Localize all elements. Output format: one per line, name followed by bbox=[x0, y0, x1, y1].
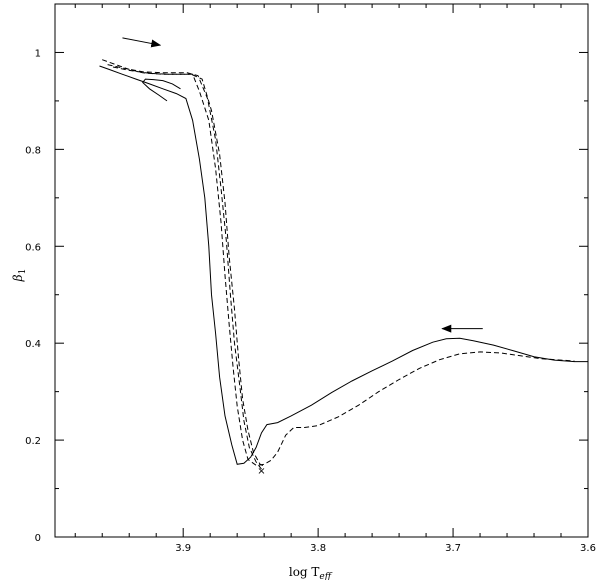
y-tick-label: 1 bbox=[35, 48, 41, 59]
series-line-2 bbox=[142, 78, 181, 102]
annotations-group bbox=[122, 37, 483, 333]
x-tick-label: 3.6 bbox=[580, 543, 596, 554]
x-tick-label: 3.9 bbox=[175, 543, 191, 554]
x-tick-label: 3.7 bbox=[445, 543, 461, 554]
y-tick-label: 0.8 bbox=[25, 145, 41, 156]
x-axis-label-subscript: eff bbox=[319, 572, 332, 580]
x-tick-label: 3.8 bbox=[310, 543, 326, 554]
series-line-4 bbox=[107, 64, 262, 470]
axis-ticks bbox=[55, 3, 589, 538]
y-tick-label: 0.6 bbox=[25, 242, 41, 253]
series-group: × bbox=[99, 59, 588, 477]
plot-frame bbox=[54, 3, 589, 538]
series-line-3 bbox=[102, 59, 575, 466]
direction-arrow-1 bbox=[122, 37, 162, 48]
x-axis-label: log Teff bbox=[289, 565, 333, 580]
series-line-5 bbox=[112, 66, 266, 468]
y-tick-label: 0.4 bbox=[25, 339, 41, 350]
cross-marker: × bbox=[257, 466, 265, 477]
series-line-1 bbox=[99, 65, 588, 465]
axis-tick-labels: 3.9 3.8 3.7 3.6 0 0.2 0.4 0.6 0.8 1 bbox=[25, 48, 596, 554]
y-tick-label: 0.2 bbox=[25, 436, 41, 447]
y-tick-label: 0 bbox=[35, 533, 41, 544]
y-axis-label: β1 bbox=[11, 269, 28, 283]
y-axis-label-subscript: 1 bbox=[18, 269, 28, 275]
